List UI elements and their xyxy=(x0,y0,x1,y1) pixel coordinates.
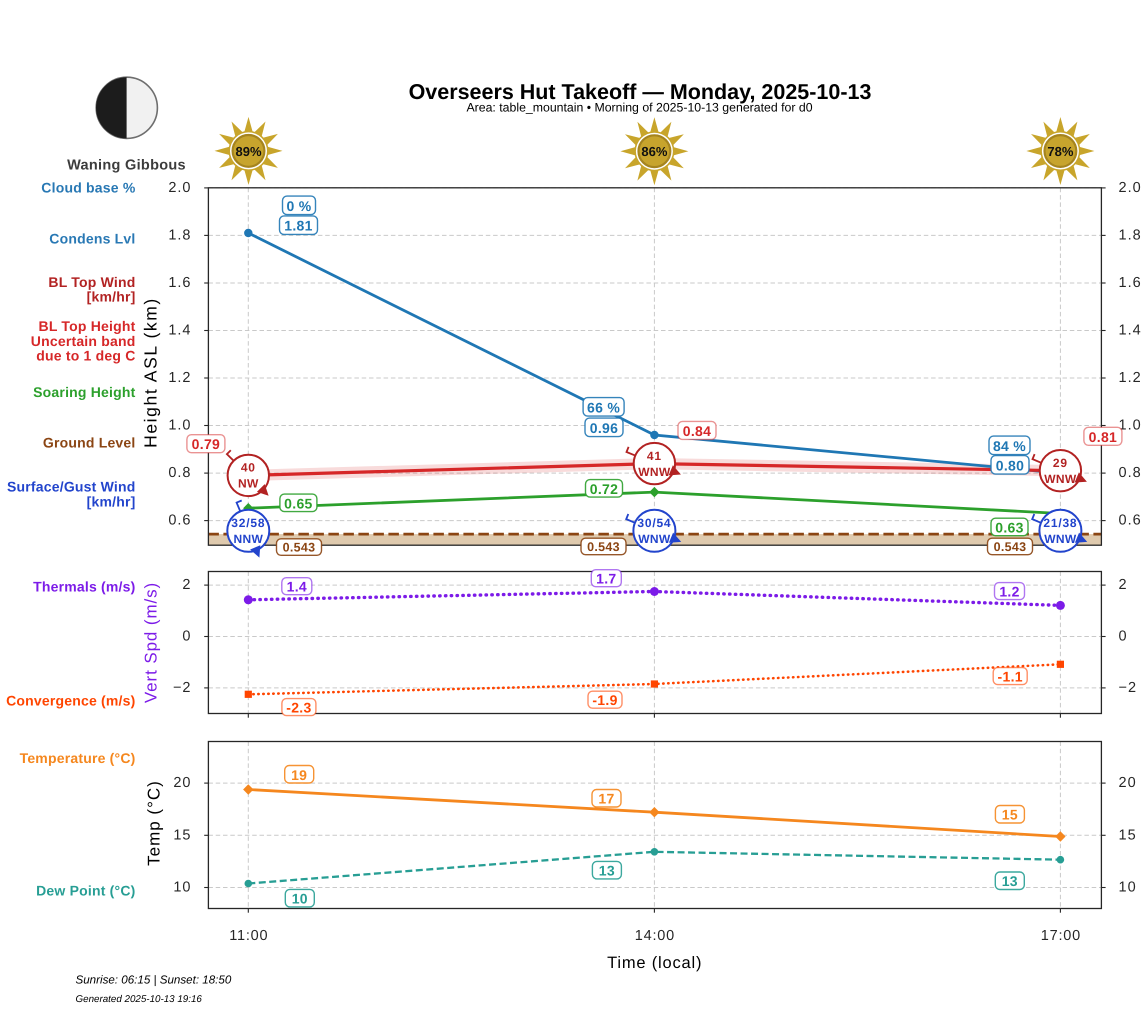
svg-text:1.6: 1.6 xyxy=(1119,275,1142,291)
svg-text:1.2: 1.2 xyxy=(168,370,191,386)
svg-text:0.65: 0.65 xyxy=(284,495,312,511)
svg-text:19: 19 xyxy=(291,767,307,783)
svg-text:13: 13 xyxy=(599,863,615,879)
svg-text:-1.1: -1.1 xyxy=(998,669,1023,685)
svg-text:0.80: 0.80 xyxy=(996,457,1024,473)
svg-text:Height ASL (km): Height ASL (km) xyxy=(141,297,161,448)
svg-text:0.6: 0.6 xyxy=(1119,513,1142,529)
svg-text:20: 20 xyxy=(1119,775,1137,791)
svg-text:10: 10 xyxy=(292,891,308,907)
svg-text:Sunrise: 06:15 | Sunset: 18:50: Sunrise: 06:15 | Sunset: 18:50 xyxy=(76,974,232,987)
svg-text:NW: NW xyxy=(238,477,259,491)
svg-text:11:00: 11:00 xyxy=(229,928,268,944)
svg-text:Area: table_mountain • Morning: Area: table_mountain • Morning of 2025-1… xyxy=(466,101,812,115)
svg-text:29: 29 xyxy=(1053,456,1068,470)
svg-text:Condens Lvl: Condens Lvl xyxy=(49,231,135,247)
svg-text:0.96: 0.96 xyxy=(590,420,618,436)
svg-text:-2.3: -2.3 xyxy=(286,700,311,716)
svg-text:2: 2 xyxy=(1119,577,1128,593)
svg-text:1.6: 1.6 xyxy=(168,275,191,291)
svg-text:Ground Level: Ground Level xyxy=(43,435,136,451)
svg-text:0.84: 0.84 xyxy=(683,423,711,439)
svg-text:0.543: 0.543 xyxy=(587,540,620,554)
svg-text:15: 15 xyxy=(1002,807,1018,823)
svg-text:0: 0 xyxy=(182,629,191,645)
svg-text:0.79: 0.79 xyxy=(192,436,220,452)
svg-text:89%: 89% xyxy=(235,144,261,159)
svg-text:66 %: 66 % xyxy=(587,399,620,415)
svg-text:84 %: 84 % xyxy=(993,438,1026,454)
svg-text:Vert Spd (m/s): Vert Spd (m/s) xyxy=(142,582,161,703)
svg-text:0.81: 0.81 xyxy=(1089,429,1117,445)
svg-text:15: 15 xyxy=(173,827,191,843)
svg-text:WNW: WNW xyxy=(638,532,671,546)
svg-text:1.8: 1.8 xyxy=(168,227,191,243)
svg-text:20: 20 xyxy=(173,775,191,791)
svg-text:0.8: 0.8 xyxy=(168,465,191,481)
svg-text:1.4: 1.4 xyxy=(287,579,307,595)
svg-text:1.4: 1.4 xyxy=(168,323,191,339)
svg-text:1.2: 1.2 xyxy=(999,584,1019,600)
svg-text:86%: 86% xyxy=(641,144,667,159)
svg-text:Time (local): Time (local) xyxy=(607,954,702,972)
svg-text:[km/hr]: [km/hr] xyxy=(87,288,136,304)
svg-text:WNW: WNW xyxy=(1044,532,1077,546)
svg-text:NNW: NNW xyxy=(234,532,264,546)
svg-text:Uncertain band: Uncertain band xyxy=(31,333,136,349)
svg-text:14:00: 14:00 xyxy=(635,928,675,944)
svg-text:1.2: 1.2 xyxy=(1119,370,1142,386)
svg-text:0.72: 0.72 xyxy=(590,481,618,497)
svg-text:Thermals (m/s): Thermals (m/s) xyxy=(33,579,135,595)
svg-text:2: 2 xyxy=(182,577,191,593)
svg-text:15: 15 xyxy=(1119,827,1137,843)
svg-text:0 %: 0 % xyxy=(286,198,311,214)
svg-text:Overseers Hut Takeoff — Monday: Overseers Hut Takeoff — Monday, 2025-10-… xyxy=(409,80,872,104)
svg-text:BL Top Wind: BL Top Wind xyxy=(48,274,135,290)
svg-text:due to 1 deg C: due to 1 deg C xyxy=(36,348,135,364)
svg-text:1.0: 1.0 xyxy=(168,418,191,434)
svg-text:BL Top Height: BL Top Height xyxy=(39,318,136,334)
svg-text:−2: −2 xyxy=(173,680,192,696)
svg-text:0.63: 0.63 xyxy=(995,520,1023,536)
svg-text:2.0: 2.0 xyxy=(168,180,191,196)
svg-text:0.543: 0.543 xyxy=(994,540,1027,554)
svg-text:Cloud base %: Cloud base % xyxy=(41,179,136,195)
svg-text:Temperature (°C): Temperature (°C) xyxy=(20,750,136,766)
svg-text:1.0: 1.0 xyxy=(1119,418,1142,434)
svg-text:10: 10 xyxy=(173,880,191,896)
svg-text:Dew Point (°C): Dew Point (°C) xyxy=(36,883,135,899)
svg-text:Temp (°C): Temp (°C) xyxy=(145,780,164,866)
svg-text:Convergence (m/s): Convergence (m/s) xyxy=(6,693,135,709)
svg-text:0: 0 xyxy=(1119,629,1128,645)
svg-text:−2: −2 xyxy=(1119,680,1138,696)
svg-text:32/58: 32/58 xyxy=(231,516,265,530)
svg-text:1.8: 1.8 xyxy=(1119,227,1142,243)
svg-text:2.0: 2.0 xyxy=(1119,180,1142,196)
svg-text:0.6: 0.6 xyxy=(168,513,191,529)
svg-text:13: 13 xyxy=(1002,873,1018,889)
svg-text:78%: 78% xyxy=(1047,144,1073,159)
svg-text:21/38: 21/38 xyxy=(1043,516,1077,530)
svg-text:30/54: 30/54 xyxy=(637,516,671,530)
svg-text:10: 10 xyxy=(1119,880,1137,896)
svg-text:Generated 2025-10-13 19:16: Generated 2025-10-13 19:16 xyxy=(76,994,203,1005)
svg-text:WNW: WNW xyxy=(638,465,671,479)
svg-text:1.4: 1.4 xyxy=(1119,323,1142,339)
svg-text:17:00: 17:00 xyxy=(1041,928,1081,944)
svg-text:1.81: 1.81 xyxy=(284,218,312,234)
svg-text:40: 40 xyxy=(241,461,256,475)
svg-text:41: 41 xyxy=(647,449,662,463)
svg-text:[km/hr]: [km/hr] xyxy=(87,493,136,509)
svg-text:Surface/Gust Wind: Surface/Gust Wind xyxy=(7,479,136,495)
svg-text:0.8: 0.8 xyxy=(1119,465,1142,481)
svg-text:0.543: 0.543 xyxy=(283,541,316,555)
svg-text:WNW: WNW xyxy=(1044,472,1077,486)
svg-text:-1.9: -1.9 xyxy=(592,692,617,708)
svg-text:1.7: 1.7 xyxy=(596,571,616,587)
svg-text:Soaring Height: Soaring Height xyxy=(33,384,135,400)
svg-text:Waning Gibbous: Waning Gibbous xyxy=(67,157,186,173)
svg-text:17: 17 xyxy=(598,791,614,807)
